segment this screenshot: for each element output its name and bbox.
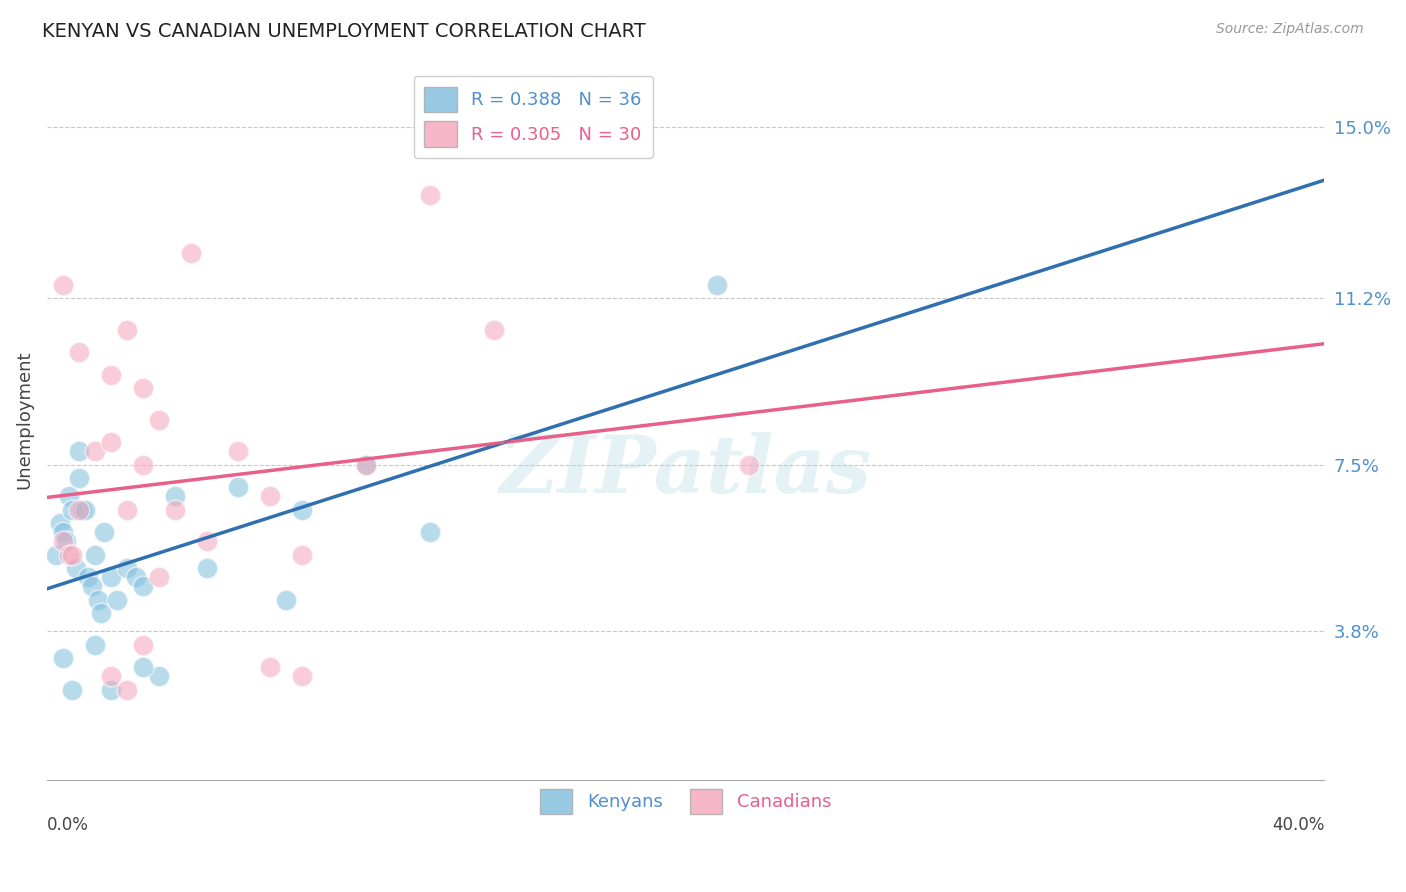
Point — [83, 638, 105, 652]
Point — [131, 381, 153, 395]
Point — [62, 683, 84, 698]
Point — [354, 458, 377, 472]
Point — [48, 516, 70, 531]
Point — [90, 607, 112, 621]
Text: 40.0%: 40.0% — [1272, 816, 1324, 834]
Point — [148, 669, 170, 683]
Point — [706, 277, 728, 292]
Point — [100, 683, 122, 698]
Point — [55, 534, 77, 549]
Point — [228, 444, 250, 458]
Text: KENYAN VS CANADIAN UNEMPLOYMENT CORRELATION CHART: KENYAN VS CANADIAN UNEMPLOYMENT CORRELAT… — [42, 22, 645, 41]
Point — [228, 480, 250, 494]
Point — [65, 561, 87, 575]
Point — [77, 570, 100, 584]
Point — [291, 669, 314, 683]
Point — [115, 503, 138, 517]
Point — [87, 593, 110, 607]
Point — [131, 660, 153, 674]
Point — [67, 471, 90, 485]
Point — [125, 570, 148, 584]
Point — [131, 638, 153, 652]
Point — [115, 561, 138, 575]
Point — [58, 548, 80, 562]
Y-axis label: Unemployment: Unemployment — [15, 351, 32, 489]
Point — [100, 435, 122, 450]
Text: Source: ZipAtlas.com: Source: ZipAtlas.com — [1216, 22, 1364, 37]
Point — [80, 579, 103, 593]
Text: ZIPatlas: ZIPatlas — [499, 432, 872, 509]
Point — [148, 413, 170, 427]
Point — [52, 525, 75, 540]
Point — [62, 503, 84, 517]
Point — [70, 503, 93, 517]
Point — [105, 593, 128, 607]
Point — [52, 277, 75, 292]
Point — [93, 525, 115, 540]
Point — [180, 246, 202, 260]
Point — [67, 503, 90, 517]
Point — [354, 458, 377, 472]
Point — [52, 534, 75, 549]
Point — [195, 561, 218, 575]
Point — [115, 683, 138, 698]
Point — [100, 368, 122, 382]
Point — [58, 489, 80, 503]
Text: 0.0%: 0.0% — [46, 816, 89, 834]
Point — [259, 660, 281, 674]
Point — [291, 548, 314, 562]
Point — [419, 525, 441, 540]
Point — [83, 444, 105, 458]
Point — [62, 548, 84, 562]
Point — [45, 548, 67, 562]
Point — [52, 651, 75, 665]
Point — [738, 458, 761, 472]
Point — [131, 579, 153, 593]
Point — [67, 345, 90, 359]
Point — [291, 503, 314, 517]
Point — [163, 503, 186, 517]
Point — [115, 323, 138, 337]
Point — [195, 534, 218, 549]
Point — [163, 489, 186, 503]
Point — [67, 444, 90, 458]
Point — [100, 669, 122, 683]
Point — [131, 458, 153, 472]
Point — [83, 548, 105, 562]
Point — [259, 489, 281, 503]
Point — [148, 570, 170, 584]
Point — [276, 593, 298, 607]
Point — [419, 187, 441, 202]
Point — [100, 570, 122, 584]
Point — [482, 323, 505, 337]
Point — [75, 503, 97, 517]
Legend: Kenyans, Canadians: Kenyans, Canadians — [533, 781, 838, 822]
